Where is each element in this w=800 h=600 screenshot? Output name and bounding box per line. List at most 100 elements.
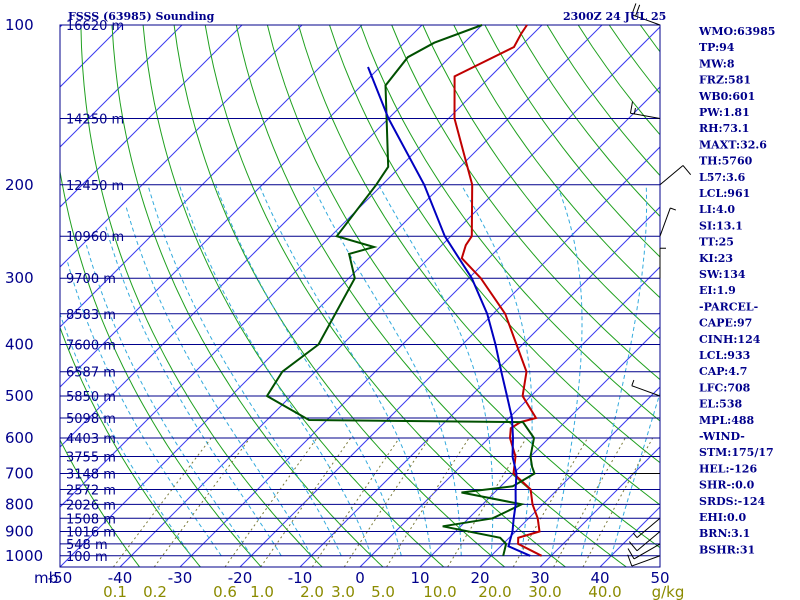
sounding-index: RH:73.1 — [699, 122, 749, 135]
parcel-trace — [367, 66, 531, 557]
temperature-tick-label: -30 — [168, 569, 193, 587]
mixing-ratio-label: 40.0 — [588, 583, 621, 600]
pressure-tick-label: 1000 — [5, 547, 43, 565]
isotherm-line — [60, 25, 603, 567]
sounding-index: -WIND- — [699, 430, 745, 443]
mixing-ratio-line — [260, 437, 352, 567]
dry-adiabat-line — [453, 25, 660, 299]
pressure-tick-label: 900 — [5, 522, 34, 540]
wind-barb — [659, 247, 666, 279]
wind-barbs — [627, 3, 692, 567]
pressure-tick-label: 400 — [5, 336, 34, 354]
wind-barb — [631, 379, 661, 397]
wind-barb — [627, 554, 661, 567]
sounding-index: TH:5760 — [699, 155, 753, 168]
pressure-tick-label: 300 — [5, 269, 34, 287]
pressure-tick-label: 700 — [5, 465, 34, 483]
dry-adiabat-line — [60, 325, 201, 567]
mixing-ratio-line — [224, 437, 318, 567]
moist-adiabat-line — [378, 184, 494, 556]
height-label: 8583 m — [66, 308, 116, 323]
height-label: 2026 m — [66, 498, 116, 513]
dry-adiabat-line — [235, 25, 627, 567]
mixing-ratio-label: 0.6 — [213, 583, 237, 600]
sounding-index: LCL:933 — [699, 349, 750, 362]
moist-adiabat-line — [60, 312, 192, 557]
sounding-index: HEL:-126 — [699, 462, 757, 475]
sounding-index: SW:134 — [699, 268, 746, 281]
sounding-index: PW:1.81 — [699, 106, 750, 119]
dry-adiabat-line — [60, 168, 262, 567]
mixing-ratio-label: 1.0 — [250, 583, 274, 600]
sounding-index: L57:3.6 — [699, 171, 746, 184]
mixing-ratio-line — [153, 437, 251, 567]
isotherm-line — [60, 25, 63, 28]
dry-adiabat-line — [60, 438, 141, 567]
isotherm-line — [479, 386, 660, 567]
moist-adiabat-line — [105, 226, 282, 557]
mixing-ratio-label: 5.0 — [371, 583, 395, 600]
sounding-index: BSHR:31 — [699, 543, 755, 556]
height-label: 100 m — [66, 550, 108, 565]
wind-barb — [627, 543, 661, 560]
sounding-index: SRDS:-124 — [699, 495, 766, 508]
dry-adiabat-line — [111, 25, 384, 567]
isotherm-line — [539, 446, 660, 567]
mixing-ratio-line — [582, 437, 654, 567]
sounding-index: WMO:63985 — [698, 25, 775, 38]
isotherm-line — [60, 25, 303, 268]
wind-barb — [629, 101, 661, 119]
isotherm-line — [419, 326, 660, 567]
height-label: 6587 m — [66, 366, 116, 381]
mixing-ratio-label: 30.0 — [528, 583, 561, 600]
mixing-ratio-line — [386, 437, 470, 567]
height-label: 9700 m — [66, 272, 116, 287]
temperature-tick-label: -40 — [108, 569, 133, 587]
temperature-tick-label: 40 — [590, 569, 609, 587]
isotherm-line — [179, 86, 660, 567]
sounding-index: SI:13.1 — [699, 219, 743, 232]
isobars — [59, 24, 661, 568]
dry-adiabat-line — [546, 25, 660, 177]
isotherm-line — [239, 146, 660, 567]
dry-adiabat-line — [484, 25, 660, 258]
moist-adiabat-line — [580, 184, 648, 556]
dry-adiabat-line — [765, 25, 800, 567]
sounding-index: CAPE:97 — [699, 317, 752, 330]
moist-adiabat-line — [85, 245, 252, 557]
dry-adiabat-line — [142, 25, 445, 567]
sounding-index: -PARCEL- — [699, 300, 758, 313]
isotherm-line — [60, 25, 363, 328]
height-label: 548 m — [66, 538, 108, 553]
moist-adiabat-line — [125, 206, 312, 557]
temperature-tick-label: 0 — [355, 569, 365, 587]
mixing-ratio-label: 10.0 — [423, 583, 456, 600]
temperature-tick-label: -20 — [228, 569, 253, 587]
dry-adiabat-line — [360, 25, 660, 422]
sounding-index: LFC:708 — [699, 381, 751, 394]
wind-barb — [632, 517, 661, 538]
pressure-tick-label: 100 — [5, 16, 34, 34]
sounding-index: KI:23 — [699, 252, 733, 265]
sounding-index: TT:25 — [699, 236, 734, 249]
height-label: 5098 m — [66, 412, 116, 427]
height-label: 12450 m — [66, 179, 124, 194]
sounding-index: EI:1.9 — [699, 284, 736, 297]
sounding-index: TP:94 — [699, 41, 735, 54]
dry-adiabat-line — [796, 25, 800, 567]
isotherm-line — [359, 266, 660, 567]
height-label: 7600 m — [66, 339, 116, 354]
wind-barb — [659, 165, 692, 186]
moist-adiabat-line — [178, 184, 372, 556]
sounding-index: EL:538 — [699, 398, 742, 411]
dry-adiabat-line — [422, 25, 660, 340]
height-label: 3148 m — [66, 468, 116, 483]
isotherm-line — [60, 25, 183, 148]
wind-barb — [631, 3, 661, 26]
moist-adiabat-line — [460, 184, 533, 556]
mixing-ratio-label: g/kg — [652, 583, 685, 600]
mixing-ratio-line — [343, 437, 430, 567]
dry-adiabat-line — [298, 25, 660, 506]
